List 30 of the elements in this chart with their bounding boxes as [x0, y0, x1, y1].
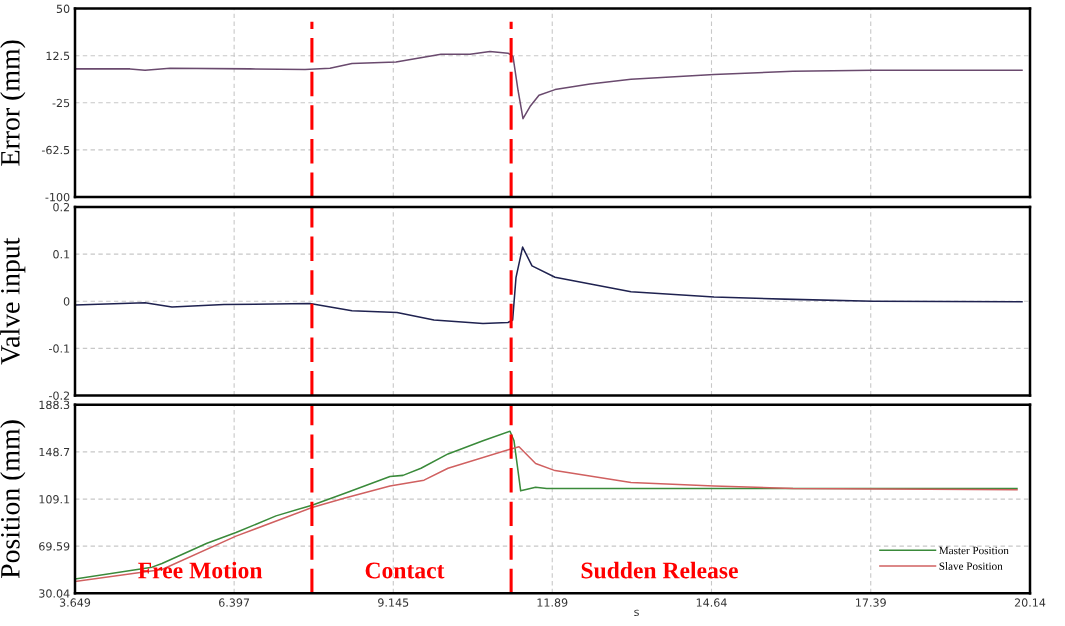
x-tick-label: 11.89: [537, 598, 568, 607]
legend-label: Slave Position: [939, 562, 1003, 570]
x-tick-label: 14.64: [696, 598, 727, 607]
y-tick-label: -100: [45, 192, 70, 202]
y-tick-label: 0.1: [53, 250, 70, 259]
y-tick-label: 69.59: [39, 542, 70, 551]
x-axis-title: s: [634, 609, 639, 617]
y-tick-label: 12.5: [46, 51, 70, 61]
x-tick-label: 9.145: [378, 598, 409, 607]
y-tick-label: 30.04: [39, 589, 70, 598]
annotation: Contact: [365, 562, 445, 579]
y-axis-title: Error (mm): [0, 40, 26, 166]
x-tick-label: 17.39: [856, 598, 886, 607]
y-tick-label: 0.2: [53, 202, 70, 212]
y-tick-label: -0.2: [49, 391, 70, 400]
y-tick-label: 50: [56, 4, 70, 13]
y-tick-label: -25: [52, 98, 70, 108]
x-tick-label: 6.397: [219, 598, 250, 607]
y-tick-label: 188.3: [39, 400, 70, 410]
annotation: Sudden Release: [581, 561, 738, 579]
y-tick-label: -0.1: [49, 344, 70, 353]
y-axis-title: Position (mm): [0, 420, 26, 579]
x-tick-label: 20.14: [1014, 598, 1046, 607]
y-tick-label: 109.1: [39, 495, 70, 504]
y-tick-label: 148.7: [39, 447, 70, 457]
y-axis-title: Valve input: [0, 237, 26, 365]
y-tick-label: 0: [63, 297, 70, 306]
x-tick-label: 3.649: [59, 598, 91, 607]
y-tick-label: -62.5: [41, 145, 70, 155]
legend-label: Master Position: [939, 546, 1009, 555]
